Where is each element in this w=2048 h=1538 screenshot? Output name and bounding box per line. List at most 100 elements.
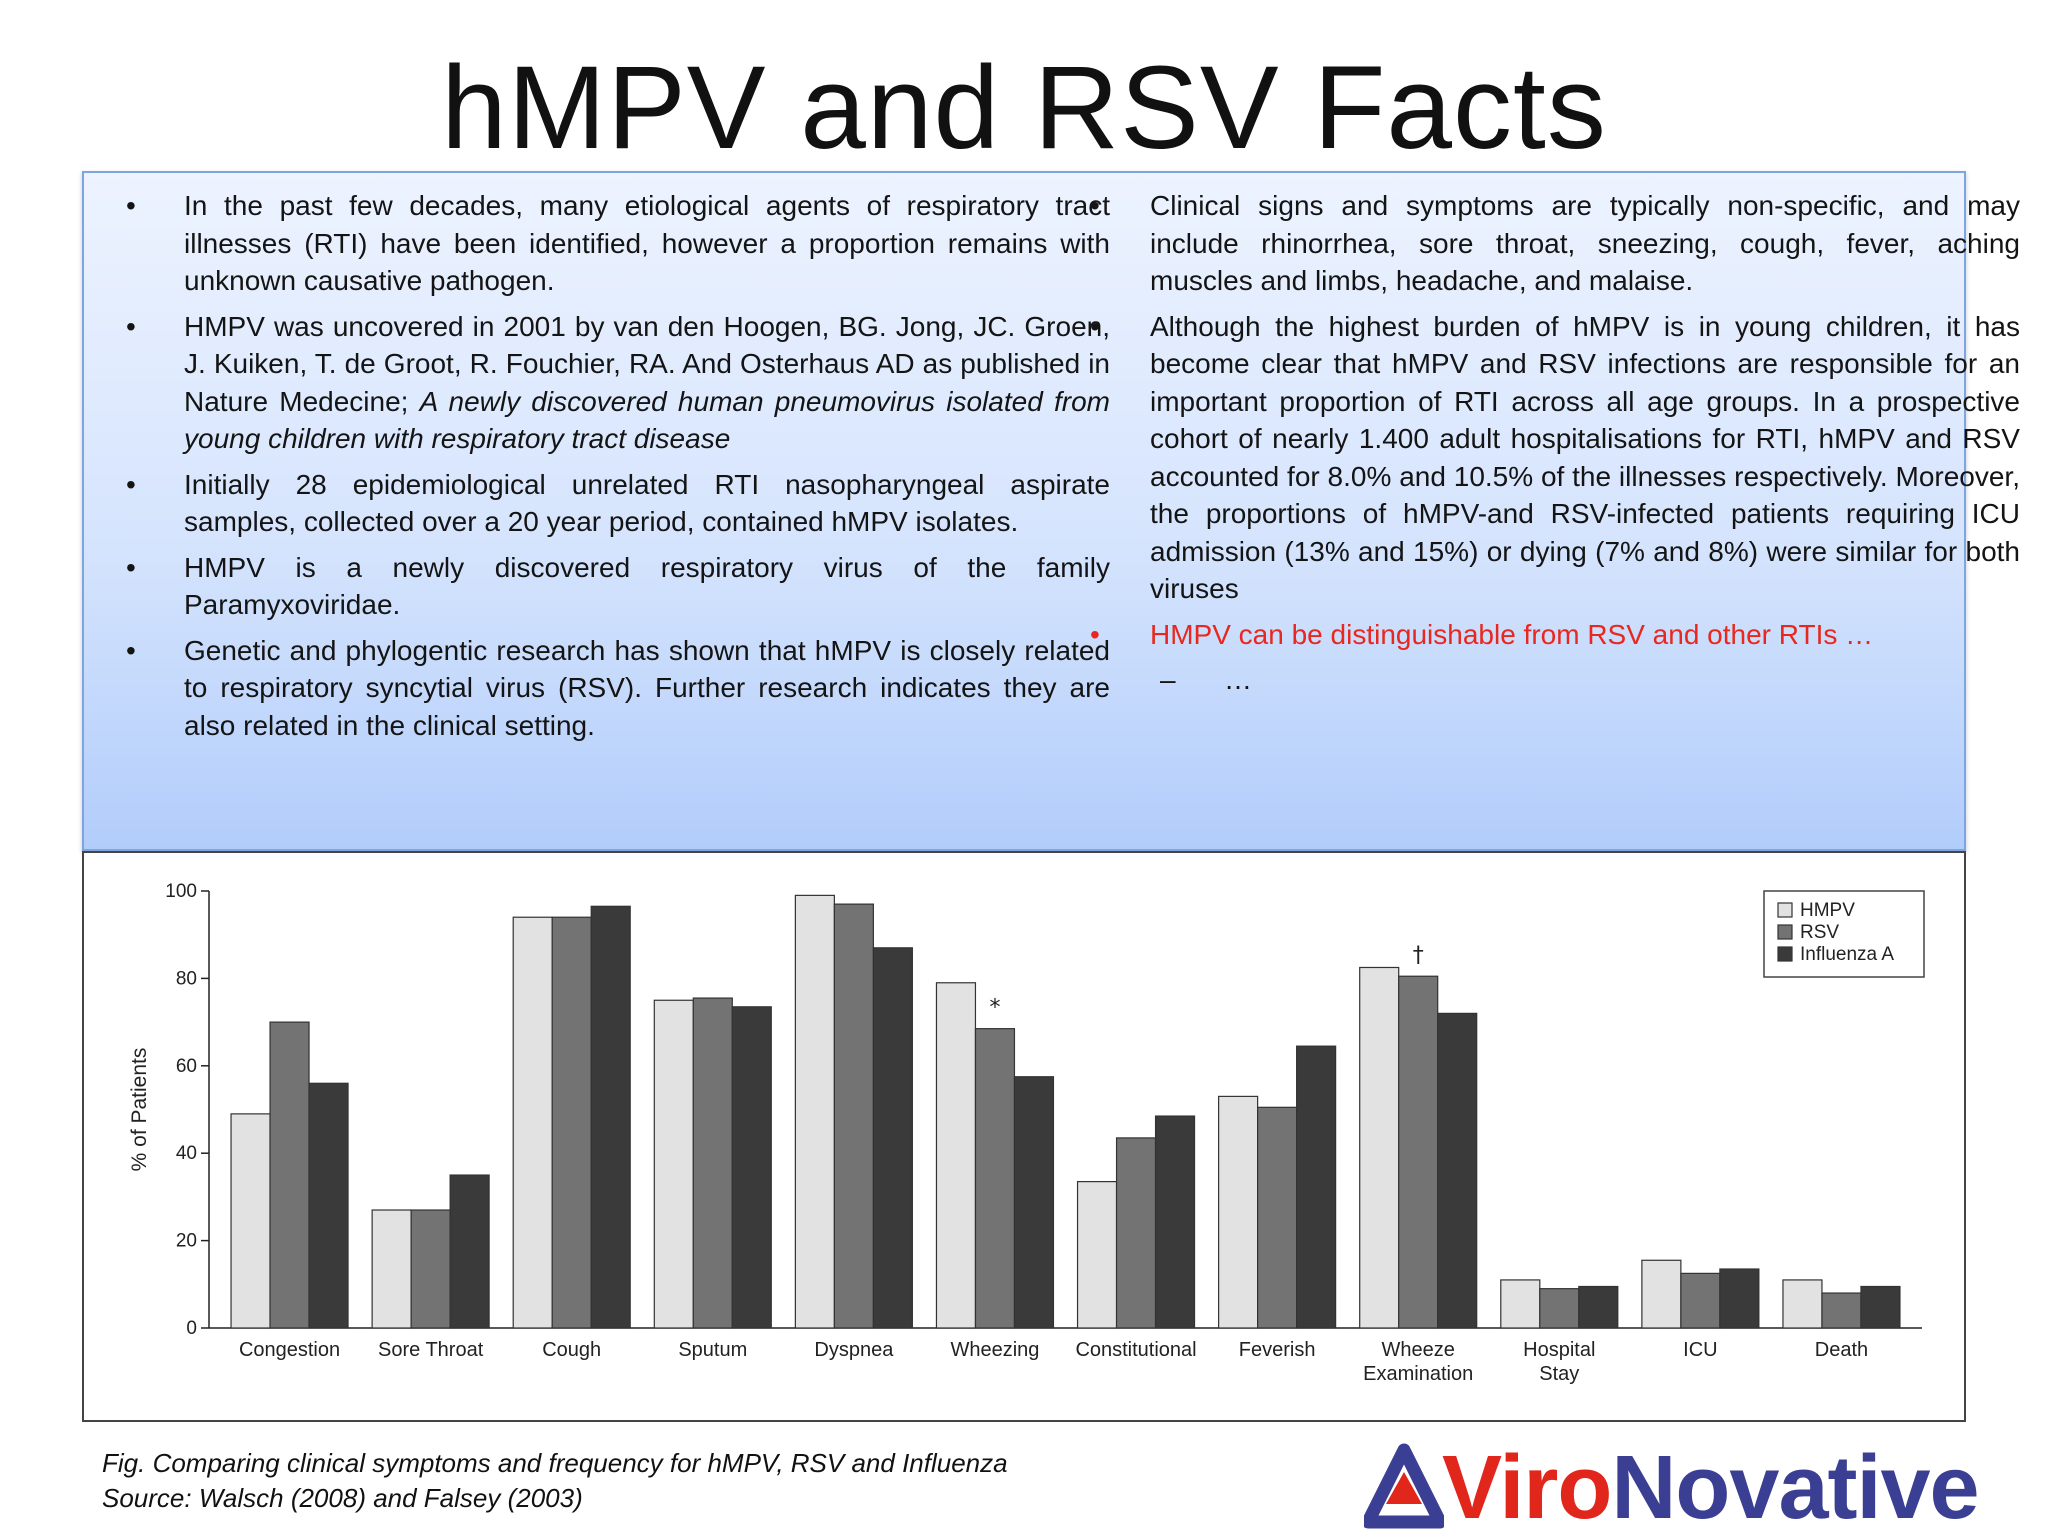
y-tick-label: 40 [176, 1143, 197, 1164]
legend-swatch [1777, 946, 1793, 962]
bullet-dot: • [1090, 618, 1100, 650]
x-category-label: Constitutional [1075, 1339, 1196, 1361]
caption-line-source: Source: Walsch (2008) and Falsey (2003) [102, 1483, 583, 1513]
right-column: • Clinical signs and symptoms are typica… [1088, 187, 2020, 699]
bullet-dot: • [126, 468, 136, 500]
sub-bullet-text: … [1224, 664, 1252, 695]
bar-rsv [974, 1028, 1016, 1329]
bar-rsv [410, 1209, 451, 1329]
bar-influenza-a [1578, 1285, 1619, 1329]
bar-hmpv [1076, 1181, 1118, 1329]
x-category-label: Examination [1363, 1363, 1473, 1385]
legend-label: Influenza A [1800, 944, 1894, 965]
sub-bullet-dash: – [1160, 664, 1176, 695]
bullet-item: • Genetic and phylogentic research has s… [124, 632, 1110, 745]
x-category-label: ICU [1683, 1339, 1717, 1361]
bullet-text: HMPV can be distinguishable from RSV and… [1150, 618, 1874, 650]
y-tick-label: 60 [176, 1056, 197, 1077]
bullet-text: HMPV was uncovered in 2001 by van den Ho… [184, 310, 1110, 417]
significance-marker: † [1413, 943, 1424, 968]
bullet-italic-title: A newly discovered human pneumovirus iso… [184, 385, 1110, 455]
logo-part-viro: Viro [1442, 1438, 1612, 1538]
bar-rsv [1257, 1106, 1298, 1329]
legend-label: HMPV [1800, 900, 1855, 921]
bar-hmpv [1359, 966, 1400, 1329]
bullet-item: • HMPV was uncovered in 2001 by van den … [124, 308, 1110, 458]
bar-hmpv [1641, 1259, 1682, 1329]
bullet-text: Genetic and phylogentic research has sho… [184, 634, 1110, 741]
bullet-dot: • [126, 190, 136, 221]
bullet-text: Clinical signs and symptoms are typicall… [1150, 190, 2020, 296]
bar-rsv [1115, 1137, 1157, 1329]
bullet-dot: • [126, 551, 136, 583]
bar-hmpv [1500, 1279, 1541, 1329]
bullet-item: • Although the highest burden of hMPV is… [1088, 308, 2020, 608]
bar-influenza-a [1296, 1045, 1337, 1329]
bar-hmpv [230, 1113, 271, 1329]
bar-hmpv [935, 982, 977, 1329]
x-category-label: Stay [1539, 1363, 1579, 1385]
x-category-label: Death [1815, 1339, 1868, 1361]
bar-hmpv [1218, 1095, 1259, 1329]
x-category-label: Wheezing [950, 1339, 1039, 1361]
figure-caption: Fig. Comparing clinical symptoms and fre… [102, 1446, 1008, 1516]
bar-influenza-a [872, 947, 913, 1329]
legend-swatch [1777, 924, 1793, 940]
bar-chart: 0 20 40 60 80 100 % of Patients Congestion Sore … [128, 881, 1925, 1385]
legend-swatch [1777, 902, 1793, 918]
bullet-item: • Initially 28 epidemiological unrelated… [124, 466, 1110, 541]
bar-rsv [269, 1021, 310, 1329]
bar-rsv [833, 903, 874, 1329]
bar-rsv [1398, 975, 1439, 1329]
bar-hmpv [1782, 1279, 1823, 1329]
y-tick-label: 20 [176, 1231, 197, 1252]
y-tick-label: 80 [176, 968, 197, 989]
bar-influenza-a [1860, 1285, 1901, 1329]
significance-marker: * [989, 996, 1000, 1021]
bar-influenza-a [1154, 1115, 1196, 1329]
bar-influenza-a [449, 1174, 490, 1329]
bar-influenza-a [1437, 1012, 1478, 1329]
bar-influenza-a [1013, 1076, 1055, 1329]
bar-hmpv [371, 1209, 412, 1329]
x-category-label: Wheeze [1382, 1339, 1455, 1361]
left-column: • In the past few decades, many etiologi… [124, 187, 1110, 752]
logo-part-novative: Novative [1611, 1438, 1979, 1538]
bar-influenza-a [731, 1006, 772, 1329]
bar-rsv [1680, 1272, 1721, 1329]
text-panel: • In the past few decades, many etiologi… [82, 171, 2020, 851]
bar-rsv [551, 916, 592, 1329]
x-category-label: Sputum [678, 1339, 747, 1361]
x-category-label: Hospital [1523, 1339, 1595, 1361]
bullet-dot: • [126, 310, 136, 342]
bullet-text: In the past few decades, many etiologica… [184, 190, 1110, 296]
chart-frame: 0 20 40 60 80 100 % of Patients Congestion Sore … [82, 851, 1966, 1422]
slide-title: hMPV and RSV Facts [441, 42, 1607, 174]
bar-rsv [1821, 1292, 1862, 1329]
bar-hmpv [794, 894, 835, 1329]
bullet-text: HMPV is a newly discovered respiratory v… [184, 551, 1110, 621]
x-category-label: Cough [542, 1339, 601, 1361]
bar-hmpv [512, 916, 553, 1329]
bullet-text: Initially 28 epidemiological unrelated R… [184, 468, 1110, 538]
logo-wordmark: ViroNovative [1442, 1442, 1980, 1534]
bullet-dot: • [1090, 310, 1100, 342]
y-tick-label: 100 [165, 881, 197, 902]
vironovative-logo: ViroNovative [1364, 1442, 2048, 1536]
sub-bullet-item: – … [1088, 661, 2020, 699]
bar-influenza-a [308, 1082, 349, 1329]
x-category-label: Dyspnea [814, 1339, 894, 1361]
bar-influenza-a [1719, 1268, 1760, 1329]
bullet-dot: • [1090, 190, 1100, 221]
bar-rsv [1539, 1288, 1580, 1329]
bullet-text: Although the highest burden of hMPV is i… [1150, 310, 2020, 605]
legend-label: RSV [1800, 922, 1839, 943]
y-axis-title: % of Patients [128, 1048, 151, 1172]
bar-hmpv [653, 999, 694, 1329]
bullet-item-highlighted: • HMPV can be distinguishable from RSV a… [1088, 616, 2020, 654]
logo-triangle-icon [1364, 1443, 1444, 1529]
x-category-label: Congestion [239, 1339, 340, 1361]
bullet-dot: • [126, 634, 136, 666]
bullet-item: • HMPV is a newly discovered respiratory… [124, 549, 1110, 624]
caption-line-figure: Fig. Comparing clinical symptoms and fre… [102, 1448, 1008, 1478]
